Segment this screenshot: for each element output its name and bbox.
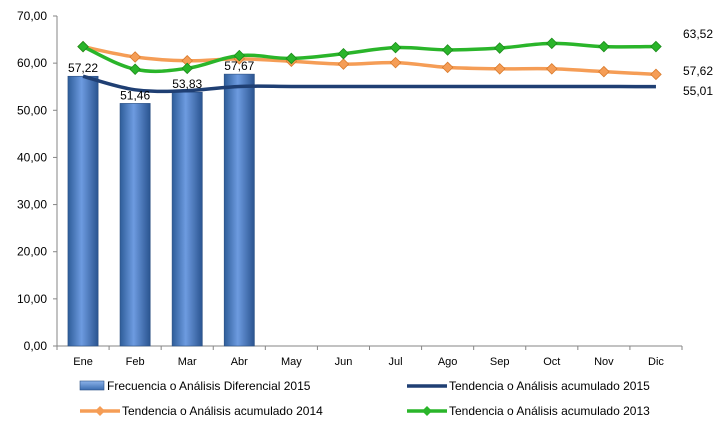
x-tick-label: Dic — [648, 356, 664, 368]
bar-data-label: 57,67 — [224, 59, 254, 73]
series-line-1 — [77, 40, 662, 81]
series-point — [129, 51, 141, 63]
bar — [171, 91, 203, 347]
legend-item: Frecuencia o Análisis Diferencial 2015 — [79, 379, 311, 393]
series-point — [285, 52, 298, 65]
legend-label: Tendencia o Análisis acumulado 2015 — [449, 379, 650, 393]
y-tick-label: 10,00 — [17, 292, 47, 306]
y-tick-label: 50,00 — [17, 103, 47, 117]
legend-swatch-marker — [422, 406, 432, 416]
x-tick-label: Feb — [126, 356, 145, 368]
series-point — [493, 42, 506, 54]
series-path — [82, 74, 656, 94]
x-tick-label: Oct — [543, 356, 560, 368]
series-point — [389, 41, 402, 54]
x-tick-label: Ago — [438, 356, 458, 368]
x-tick-label: Mar — [178, 356, 197, 368]
series-point — [598, 40, 610, 53]
x-tick-label: Sep — [490, 356, 510, 368]
y-tick-label: 60,00 — [17, 56, 47, 70]
legend-swatch-bar — [79, 380, 105, 391]
series-point — [337, 58, 350, 70]
bar-data-label: 51,46 — [120, 88, 150, 102]
series-point — [598, 65, 610, 78]
series-point — [493, 63, 506, 75]
series-point — [77, 40, 89, 53]
x-tick-label: Ene — [73, 356, 93, 368]
bar — [223, 73, 255, 347]
bar — [119, 103, 151, 347]
series-point — [650, 68, 662, 81]
line-series — [77, 37, 662, 94]
x-tick-label: Jun — [335, 356, 353, 368]
x-tick-label: Nov — [594, 356, 614, 368]
bar-data-label: 53,83 — [172, 77, 202, 91]
bar-series — [67, 73, 255, 347]
x-tick-label: May — [281, 356, 302, 368]
series-point — [233, 49, 246, 62]
y-tick-label: 40,00 — [17, 150, 47, 164]
legend: Frecuencia o Análisis Diferencial 2015 Te… — [79, 379, 650, 418]
line-end-label: 55,01 — [683, 84, 713, 98]
y-tick-label: 0,00 — [24, 339, 48, 353]
series-point — [441, 44, 454, 56]
legend-label: Frecuencia o Análisis Diferencial 2015 — [107, 379, 311, 393]
series-line-0 — [82, 74, 656, 94]
axes: 0,00 10,00 20,00 30,00 40,00 50,00 60,00 70,00 E… — [17, 9, 683, 368]
series-point — [389, 56, 402, 69]
y-tick-label: 30,00 — [17, 198, 47, 212]
x-tick-label: Jul — [389, 356, 403, 368]
series-point — [441, 61, 454, 74]
data-labels: 57,22 51,46 53,83 57,67 55,01 57,62 63,52 — [68, 27, 713, 102]
y-tick-label: 20,00 — [17, 245, 47, 259]
series-point — [650, 40, 662, 53]
bar-data-label: 57,22 — [68, 61, 98, 75]
legend-label: Tendencia o Análisis acumulado 2014 — [122, 404, 323, 418]
bar — [67, 75, 99, 347]
series-point — [546, 63, 558, 75]
legend-label: Tendencia o Análisis acumulado 2013 — [449, 404, 650, 418]
y-tick-label: 70,00 — [17, 9, 47, 23]
series-point — [337, 47, 350, 60]
series-point — [546, 37, 558, 50]
series-point — [129, 63, 141, 76]
legend-item: Tendencia o Análisis acumulado 2014 — [80, 404, 323, 418]
series-line-2 — [77, 37, 662, 76]
series-point — [181, 62, 193, 75]
legend-swatch-marker — [95, 406, 105, 416]
line-end-label: 63,52 — [683, 27, 713, 41]
series-path — [82, 41, 656, 74]
x-tick-label: Abr — [231, 356, 248, 368]
line-end-label: 57,62 — [683, 64, 713, 78]
legend-item: Tendencia o Análisis acumulado 2015 — [407, 379, 650, 393]
legend-item: Tendencia o Análisis acumulado 2013 — [407, 404, 650, 418]
